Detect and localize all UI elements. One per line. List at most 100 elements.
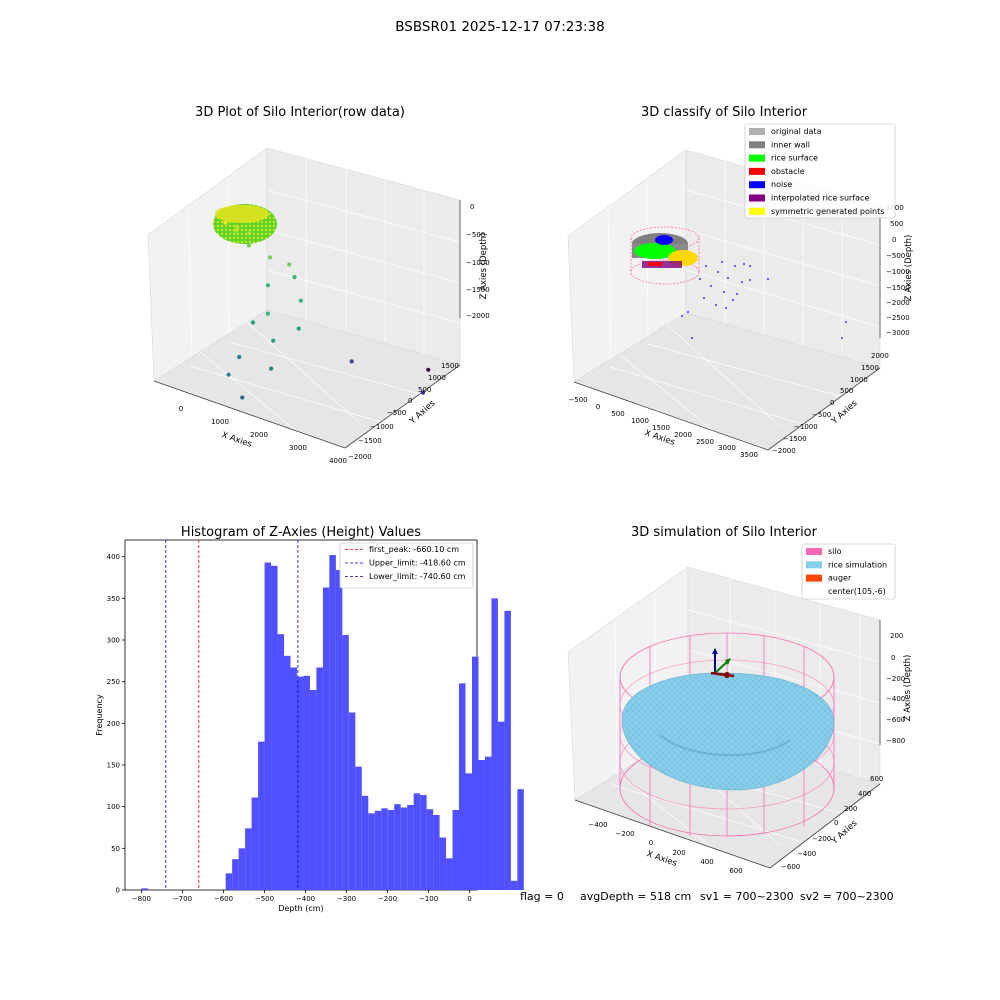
simulation-3d-legend-swatch — [806, 548, 822, 555]
histogram-bar — [368, 813, 375, 890]
simulation-3d-auger-axis-x — [710, 671, 735, 678]
histogram-bar — [452, 810, 460, 890]
classify-3d-legend-swatch — [749, 128, 765, 135]
footer-sv2: sv2 = 700~2300 — [800, 890, 894, 903]
histogram-xtick-label: −800 — [132, 895, 151, 903]
histogram-bar — [225, 873, 233, 890]
histogram-xtick-label: −600 — [214, 895, 233, 903]
simulation-3d-ytick: 200 — [844, 805, 857, 813]
raw-3d-xtick: 2000 — [250, 431, 268, 439]
classify-3d-legend-label: original data — [771, 127, 822, 136]
classify-3d-legend-swatch — [749, 194, 765, 202]
classify-3d-ztick: −1500 — [886, 284, 910, 292]
histogram-xtick-label: −400 — [296, 895, 315, 903]
simulation-3d-legend: silo rice simulation auger center(105,-6) — [801, 543, 896, 600]
raw-3d-points — [223, 220, 431, 400]
simulation-3d-legend-label: rice simulation — [828, 560, 887, 569]
simulation-3d-xtick: −400 — [588, 821, 607, 829]
raw-3d-ztick: −500 — [466, 231, 485, 239]
noise-point — [749, 279, 751, 281]
histogram-title: Histogram of Z-Axies (Height) Values — [181, 525, 421, 540]
simulation-3d-ytick: −200 — [812, 835, 831, 843]
histogram-bar — [517, 789, 524, 890]
classify-3d-noise-points — [681, 261, 847, 339]
histogram-ytick-label: 300 — [107, 637, 120, 645]
noise-point — [699, 278, 701, 280]
simulation-3d-auger-arrow-z — [712, 648, 718, 654]
raw-3d-point — [268, 255, 273, 260]
classify-3d-ztick: −3000 — [886, 329, 910, 337]
histogram-xtick-label: 0 — [467, 895, 471, 903]
histogram-bar — [238, 848, 246, 890]
histogram-ylabel: Frequency — [95, 694, 104, 736]
simulation-3d-legend-label: auger — [828, 574, 852, 583]
simulation-3d-auger — [724, 672, 730, 678]
histogram-ytick-label: 350 — [107, 595, 120, 603]
simulation-3d-yaxis-line — [769, 783, 881, 869]
classify-3d-yaxis-line — [767, 367, 881, 451]
classify-3d-xtick: 2000 — [674, 431, 692, 439]
classify-3d-ytick: −1500 — [783, 435, 807, 443]
classify-3d-ytick: −500 — [812, 411, 831, 419]
figure-suptitle: BSBSR01 2025-12-17 07:23:38 — [395, 19, 604, 35]
simulation-3d-auger-arrow-y — [725, 658, 731, 665]
histogram-bar — [478, 760, 485, 890]
histogram-bar — [465, 773, 472, 890]
histogram-bar — [361, 795, 369, 890]
raw-3d-point — [265, 311, 270, 316]
raw-3d-point — [247, 231, 252, 236]
classify-3d-xtick: 500 — [611, 410, 624, 418]
raw-3d-ytick: −500 — [387, 409, 406, 417]
noise-point — [845, 321, 847, 323]
histogram-bar — [491, 598, 498, 890]
noise-point — [732, 299, 734, 301]
panel-raw-3d: 3D Plot of Silo Interior(row data) 0 100… — [147, 105, 490, 465]
raw-3d-ytick: −2000 — [348, 453, 372, 461]
histogram-bar — [335, 570, 343, 890]
histogram-bar — [284, 655, 291, 890]
histogram-bar — [484, 756, 492, 890]
histogram-bar — [504, 610, 511, 890]
histogram-bar — [407, 805, 414, 890]
histogram-bar — [510, 880, 518, 890]
panel-classify-3d: 3D classify of Silo Interior − — [567, 105, 914, 459]
histogram-bar — [394, 804, 401, 890]
simulation-3d-ytick: 0 — [834, 819, 838, 827]
raw-3d-point — [426, 367, 431, 372]
raw-3d-dense-cluster-top — [215, 205, 269, 223]
histogram-bar — [426, 809, 434, 890]
simulation-3d-legend-swatch — [806, 574, 822, 582]
classify-3d-ytick: 2000 — [871, 352, 889, 360]
raw-3d-xlabel: X Axies — [220, 430, 253, 450]
raw-3d-ztick: 0 — [470, 203, 474, 211]
noise-point — [721, 261, 723, 263]
classify-3d-xtick: 1500 — [652, 424, 670, 432]
histogram-bar — [433, 815, 440, 890]
histogram-bar — [316, 667, 323, 890]
raw-3d-ytick: 500 — [418, 386, 431, 394]
classify-3d-xtick: 2500 — [696, 438, 714, 446]
noise-point — [710, 285, 712, 287]
classify-3d-noise-cluster — [655, 235, 673, 245]
histogram-bar — [497, 721, 505, 890]
histogram-xtick-label: −700 — [173, 895, 192, 903]
simulation-3d-ztick: −600 — [886, 716, 905, 724]
histogram-bars — [141, 555, 524, 890]
raw-3d-xtick: 4000 — [329, 457, 347, 465]
noise-point — [715, 304, 717, 306]
classify-3d-legend-swatch — [749, 141, 765, 149]
raw-3d-point — [292, 275, 297, 280]
classify-3d-legend-label: obstacle — [771, 167, 805, 176]
histogram-yticks: 0 50 100 150 200 250 300 350 400 — [107, 553, 125, 895]
histogram-xtick-label: −100 — [419, 895, 438, 903]
classify-3d-xtick: 3000 — [718, 444, 736, 452]
histogram-bar — [232, 859, 239, 890]
noise-point — [687, 311, 689, 313]
histogram-bar — [400, 807, 408, 890]
classify-3d-legend-swatch — [749, 181, 765, 189]
histogram-bar — [439, 837, 447, 890]
histogram-bar — [381, 808, 388, 890]
classify-3d-ztick: −500 — [886, 252, 905, 260]
classify-3d-ztick: −2500 — [886, 314, 910, 322]
noise-point — [705, 265, 707, 267]
